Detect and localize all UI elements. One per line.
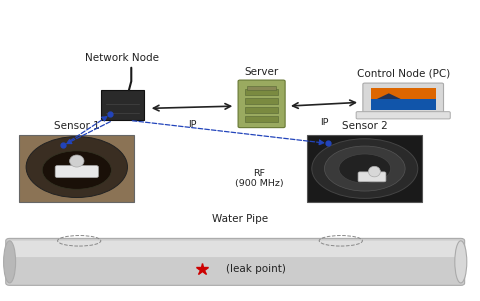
FancyBboxPatch shape [358, 172, 386, 182]
Ellipse shape [70, 155, 84, 167]
Text: Sensor 1: Sensor 1 [54, 121, 100, 131]
Ellipse shape [324, 146, 405, 191]
Text: Control Node (PC): Control Node (PC) [357, 68, 450, 78]
Ellipse shape [369, 166, 381, 177]
Ellipse shape [26, 137, 128, 197]
Text: IP: IP [188, 120, 196, 129]
Text: Server: Server [244, 67, 279, 77]
FancyBboxPatch shape [7, 240, 463, 257]
Text: IP: IP [320, 118, 328, 127]
Bar [371, 88, 436, 110]
Bar [247, 86, 276, 90]
FancyBboxPatch shape [356, 112, 450, 119]
FancyBboxPatch shape [55, 166, 98, 178]
Bar [245, 107, 278, 113]
Bar [19, 135, 134, 202]
Ellipse shape [312, 139, 418, 198]
Text: (leak point): (leak point) [226, 264, 286, 275]
Text: Sensor 2: Sensor 2 [342, 121, 388, 131]
Text: Water Pipe: Water Pipe [212, 214, 268, 224]
Bar [245, 116, 278, 122]
FancyBboxPatch shape [238, 80, 285, 128]
Text: RF
(900 MHz): RF (900 MHz) [235, 169, 284, 188]
Ellipse shape [339, 154, 391, 183]
Bar [371, 88, 436, 99]
Bar [245, 89, 278, 95]
Text: RF
(900 MHz): RF (900 MHz) [81, 150, 130, 170]
Polygon shape [377, 93, 401, 99]
FancyBboxPatch shape [363, 83, 444, 116]
Bar [245, 98, 278, 104]
FancyBboxPatch shape [6, 238, 465, 285]
Ellipse shape [42, 151, 111, 189]
Bar [307, 135, 422, 202]
Text: Network Node: Network Node [85, 53, 159, 63]
Bar [101, 90, 144, 120]
Ellipse shape [3, 241, 15, 283]
Ellipse shape [455, 241, 467, 283]
